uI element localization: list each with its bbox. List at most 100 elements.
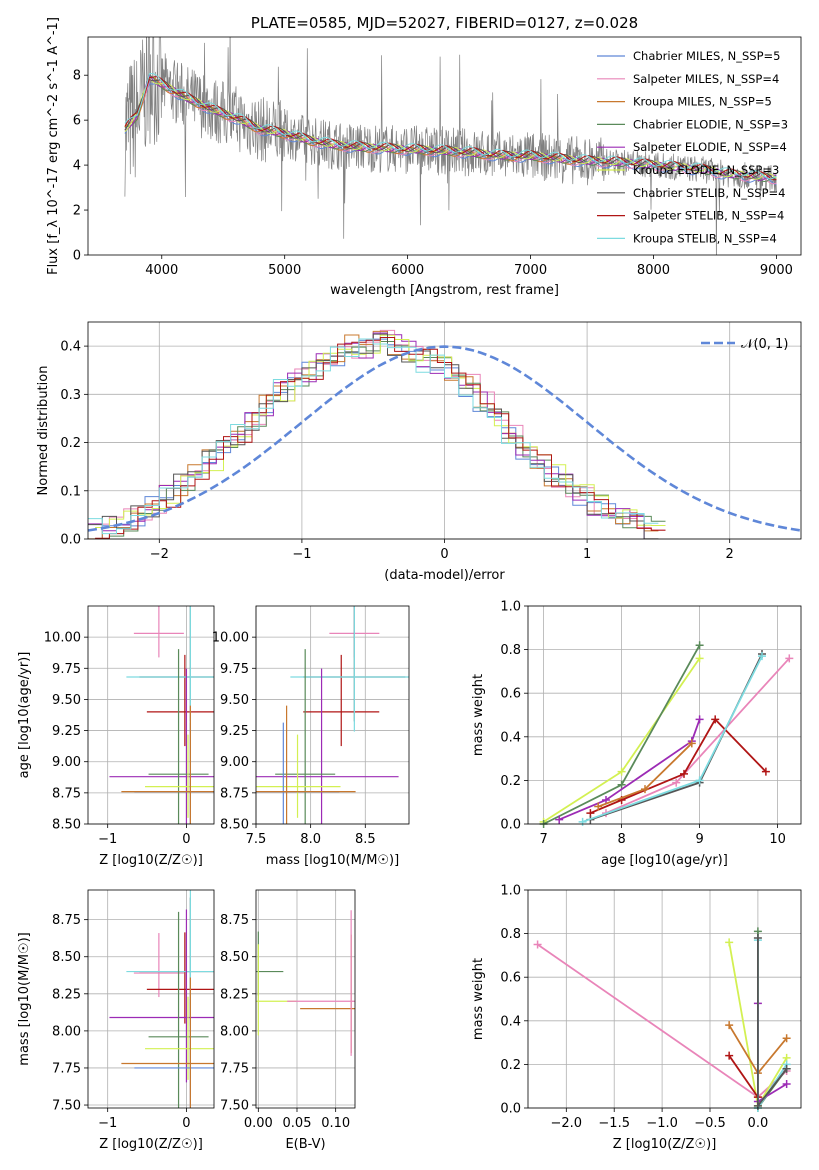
- axes-frame: [87, 605, 215, 825]
- weight-marker: [695, 776, 704, 785]
- y-tick-label: 0.0: [500, 818, 521, 833]
- axes-frame: [87, 36, 802, 256]
- weight-marker: [578, 817, 587, 826]
- x-tick-label: 0: [440, 547, 448, 562]
- y-tick-label: 0.4: [500, 730, 521, 745]
- x-tick-label: −1.0: [646, 1116, 678, 1131]
- legend-entry: Chabrier MILES, N_SSP=5: [633, 49, 780, 63]
- y-tick-label: 0.3: [60, 388, 81, 403]
- panel-0: [84, 74, 777, 259]
- y-tick-label: 6: [73, 114, 81, 129]
- weight-marker: [695, 641, 704, 650]
- y-tick-label: 0.2: [500, 774, 521, 789]
- weight-marker: [725, 938, 734, 947]
- x-tick-label: 9000: [760, 263, 793, 278]
- panel-5: [84, 890, 214, 1112]
- y-tick-label: 0.6: [500, 687, 521, 702]
- y-tick-label: 8.25: [220, 987, 249, 1002]
- axes-frame: [527, 605, 802, 825]
- y-tick-label: 9.50: [220, 693, 249, 708]
- y-axis-label: mass [log10(M/M☉)]: [17, 932, 32, 1065]
- y-tick-label: 10.00: [212, 631, 249, 646]
- legend-entry: Salpeter STELIB, N_SSP=4: [633, 209, 784, 223]
- x-tick-label: −2.0: [551, 1116, 583, 1131]
- x-tick-label: 0.00: [244, 1116, 273, 1131]
- legend-entry: Salpeter ELODIE, N_SSP=4: [633, 140, 787, 154]
- chart-title: PLATE=0585, MJD=52027, FIBERID=0127, z=0…: [251, 14, 638, 32]
- histogram-series-8: [88, 338, 659, 535]
- x-tick-label: −2: [150, 547, 169, 562]
- x-axis-label: Z [log10(Z/Z☉)]: [613, 1137, 717, 1152]
- x-tick-label: 8000: [637, 263, 670, 278]
- y-tick-label: 8.00: [220, 1024, 249, 1039]
- y-tick-label: 9.75: [52, 662, 81, 677]
- legend-entry: 𝒩(0, 1): [741, 337, 788, 352]
- legend-entry: Chabrier STELIB, N_SSP=4: [633, 186, 785, 200]
- x-tick-label: 7.5: [246, 832, 267, 847]
- x-axis-label: Z [log10(Z/Z☉)]: [99, 1137, 203, 1152]
- y-tick-label: 0.4: [500, 1014, 521, 1029]
- y-tick-label: 8: [73, 69, 81, 84]
- y-tick-label: 8.75: [52, 913, 81, 928]
- panel-7: [524, 889, 801, 1112]
- weight-marker: [758, 652, 766, 661]
- y-tick-label: 4: [73, 159, 81, 174]
- y-tick-label: 9.50: [52, 693, 81, 708]
- x-axis-label: (data-model)/error: [384, 568, 505, 583]
- x-tick-label: 9: [695, 832, 703, 847]
- x-tick-label: 4000: [145, 263, 178, 278]
- y-tick-label: 10.00: [44, 631, 81, 646]
- x-axis-label: wavelength [Angstrom, rest frame]: [330, 283, 559, 298]
- legend-entry: Kroupa MILES, N_SSP=5: [633, 95, 772, 109]
- weight-marker: [594, 802, 603, 811]
- model-line-7: [124, 76, 777, 181]
- weight-marker: [725, 1021, 734, 1030]
- histogram-series-6: [88, 333, 659, 539]
- x-axis-label: E(B-V): [285, 1137, 325, 1152]
- y-tick-label: 0.2: [60, 436, 81, 451]
- y-axis-label: Flux [f_λ 10^-17 erg cm^-2 s^-1 A^-1]: [46, 17, 61, 275]
- y-tick-label: 8.50: [220, 950, 249, 965]
- y-tick-label: 1.0: [500, 600, 521, 615]
- data-spectrum-line: [124, 37, 777, 255]
- panel-2: [84, 606, 214, 828]
- weight-marker: [782, 1064, 791, 1073]
- y-tick-label: 1.0: [500, 884, 521, 899]
- x-tick-label: 6000: [391, 263, 424, 278]
- y-tick-label: 8.75: [220, 786, 249, 801]
- y-tick-label: 0: [73, 249, 81, 264]
- axes-frame: [87, 321, 802, 540]
- y-tick-label: 8.50: [220, 818, 249, 833]
- panel-3: [252, 606, 409, 828]
- y-tick-label: 0.0: [60, 533, 81, 548]
- weight-marker: [753, 1101, 762, 1110]
- weight-marker: [555, 815, 564, 824]
- x-tick-label: 1: [583, 547, 591, 562]
- x-tick-label: 8.5: [355, 832, 376, 847]
- y-tick-label: 0.6: [500, 971, 521, 986]
- axes-frame: [87, 889, 215, 1109]
- y-tick-label: 0.1: [60, 484, 81, 499]
- weight-marker: [761, 767, 770, 776]
- axes-frame: [255, 889, 356, 1109]
- x-tick-label: −1: [98, 1116, 117, 1131]
- x-tick-label: −1.5: [598, 1116, 630, 1131]
- x-axis-label: age [log10(age/yr)]: [601, 853, 728, 868]
- model-line-6: [124, 78, 777, 181]
- weight-line-3: [558, 719, 701, 821]
- y-tick-label: 9.00: [220, 755, 249, 770]
- y-axis-label: Normed distribution: [36, 366, 51, 496]
- y-tick-label: 8.00: [52, 1024, 81, 1039]
- y-tick-label: 8.50: [52, 950, 81, 965]
- x-tick-label: 10: [769, 832, 786, 847]
- weight-marker: [782, 1034, 791, 1043]
- weight-line-3: [728, 1055, 759, 1098]
- y-tick-label: 2: [73, 204, 81, 219]
- axes-frame: [255, 605, 410, 825]
- x-tick-label: 0.0: [748, 1116, 769, 1131]
- histogram-series-7: [95, 337, 666, 539]
- y-tick-label: 7.75: [52, 1061, 81, 1076]
- legend-entry: Kroupa ELODIE, N_SSP=3: [633, 163, 779, 177]
- x-tick-label: 5000: [268, 263, 301, 278]
